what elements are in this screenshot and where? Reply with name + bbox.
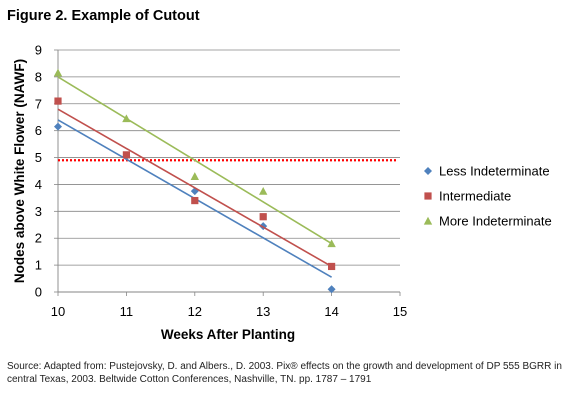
point-more-indeterminate bbox=[190, 172, 199, 180]
figure-title: Figure 2. Example of Cutout bbox=[7, 8, 200, 24]
point-intermediate bbox=[259, 213, 267, 221]
x-tick-label: 12 bbox=[188, 304, 202, 319]
series-group bbox=[53, 68, 336, 294]
y-tick-label: 1 bbox=[35, 258, 42, 273]
point-less-indeterminate bbox=[327, 285, 336, 294]
trendline-intermediate bbox=[57, 108, 332, 268]
x-tick-label: 11 bbox=[120, 304, 134, 319]
legend: Less Indeterminate Intermediate More Indet… bbox=[423, 164, 552, 229]
point-less-indeterminate bbox=[54, 122, 62, 131]
x-tick-label: 14 bbox=[324, 304, 338, 319]
y-tick-label: 3 bbox=[35, 204, 42, 219]
point-more-indeterminate bbox=[259, 186, 268, 195]
y-tick-label: 8 bbox=[35, 69, 42, 84]
legend-label-more-indeterminate: More Indeterminate bbox=[439, 214, 552, 229]
legend-label-intermediate: Intermediate bbox=[439, 189, 511, 204]
x-tick-label: 13 bbox=[256, 304, 270, 319]
x-tick-label: 10 bbox=[51, 304, 65, 319]
point-intermediate bbox=[191, 196, 199, 205]
point-more-indeterminate bbox=[53, 68, 63, 77]
y-tick-label: 6 bbox=[35, 123, 42, 138]
y-tick-label: 2 bbox=[35, 231, 42, 246]
source-note: Source: Adapted from: Pustejovsky, D. an… bbox=[7, 361, 562, 385]
point-intermediate bbox=[122, 151, 130, 159]
x-tick-label: 15 bbox=[393, 304, 407, 319]
trendline-more-indeterminate bbox=[57, 76, 333, 245]
axes bbox=[54, 49, 401, 296]
y-tick-label: 7 bbox=[35, 96, 42, 111]
x-axis-title: Weeks After Planting bbox=[161, 327, 295, 342]
y-tick-label: 9 bbox=[35, 43, 42, 58]
point-intermediate bbox=[54, 97, 62, 105]
y-axis-title: Nodes above White Flower (NAWF) bbox=[12, 59, 27, 283]
point-more-indeterminate bbox=[122, 114, 131, 123]
legend-label-less-indeterminate: Less Indeterminate bbox=[439, 164, 550, 179]
y-tick-label: 5 bbox=[35, 150, 42, 165]
legend-marker-intermediate bbox=[424, 192, 432, 200]
legend-marker-more-indeterminate bbox=[423, 216, 433, 225]
point-intermediate bbox=[328, 262, 336, 271]
point-more-indeterminate bbox=[327, 239, 336, 248]
grid-lines bbox=[58, 49, 400, 266]
y-tick-label: 4 bbox=[35, 177, 42, 192]
y-tick-label: 0 bbox=[35, 285, 42, 300]
legend-marker-less-indeterminate bbox=[424, 167, 432, 175]
